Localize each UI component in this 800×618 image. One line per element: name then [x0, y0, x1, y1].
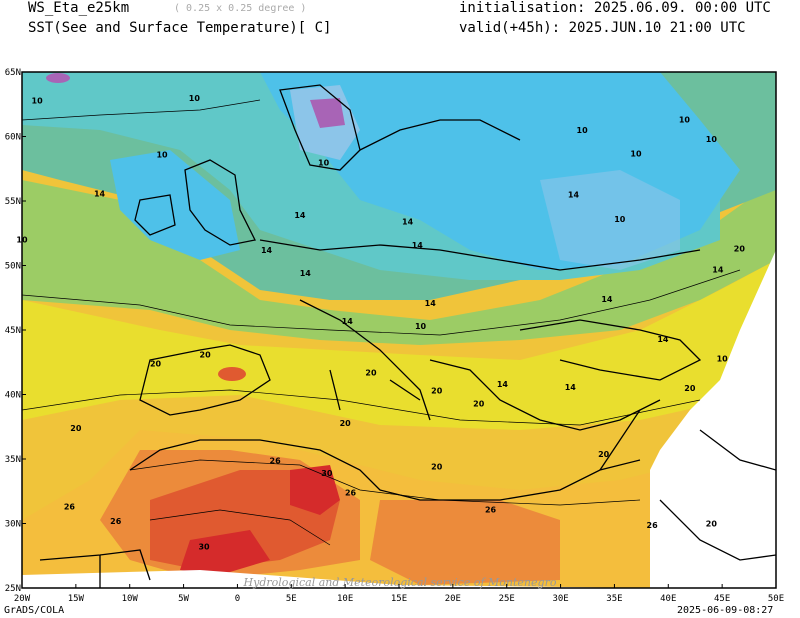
lon-label: 35E [606, 594, 622, 604]
contour-label: 10 [16, 236, 28, 245]
contour-label: 14 [565, 383, 577, 392]
contour-label: 14 [94, 189, 106, 198]
contour-label: 14 [300, 269, 312, 278]
lon-label: 0 [235, 594, 240, 604]
contour-label: 20 [431, 463, 443, 472]
contour-label: 26 [485, 505, 497, 514]
lon-label: 45E [714, 594, 730, 604]
contour-label: 10 [189, 94, 201, 103]
contour-label: 10 [630, 149, 642, 158]
contour-label: 10 [156, 151, 168, 160]
contour-label: 10 [679, 116, 691, 125]
coastlines [39, 84, 776, 588]
lat-label: 60N [5, 133, 21, 143]
contour-label: 10 [706, 135, 718, 144]
valid-time: valid(+45h): 2025.JUN.10 21:00 UTC [459, 20, 746, 36]
contour-label: 14 [294, 211, 306, 220]
contour-labels: 10 10 10 10 10 10 10 10 10 10 10 10 14 14 14 14 14 14 14 14… [16, 94, 746, 552]
contour-label: 20 [706, 520, 718, 529]
lat-label: 50N [5, 262, 21, 272]
contour-label: 26 [64, 503, 76, 512]
contour-label: 20 [431, 387, 443, 396]
lon-label: 10E [337, 594, 353, 604]
lon-label: 50E [768, 594, 784, 604]
contour-label: 10 [32, 96, 44, 105]
lat-label: 40N [5, 391, 21, 401]
lon-label: 10W [122, 594, 139, 604]
contour-label: 10 [577, 126, 589, 135]
contour-label: 26 [647, 521, 659, 530]
watermark-text: Hydrological and Meteorological service … [243, 576, 557, 589]
longitude-labels: 20W 15W 10W 5W 0 5E 10E 15E 20E 25E 30E 35E 40E 45E 50… [14, 584, 784, 604]
lon-label: 30E [552, 594, 568, 604]
isolines [22, 99, 741, 546]
contour-label: 20 [340, 419, 352, 428]
contour-label: 20 [70, 424, 82, 433]
lat-label: 25N [5, 584, 21, 594]
contour-label: 20 [365, 369, 377, 378]
contour-label: 26 [270, 456, 282, 465]
lon-label: 15E [391, 594, 407, 604]
contour-label: 14 [568, 191, 580, 200]
contour-label: 20 [150, 360, 162, 369]
lon-label: 15W [68, 594, 85, 604]
latitude-labels: 65N 60N 55N 50N 45N 40N 35N 30N 25N [5, 68, 26, 594]
lon-label: 20W [14, 594, 31, 604]
lat-label: 45N [5, 326, 21, 336]
lat-label: 55N [5, 197, 21, 207]
lon-label: 20E [445, 594, 461, 604]
contour-label: 14 [402, 218, 414, 227]
contour-label: 14 [342, 317, 354, 326]
lon-label: 25E [499, 594, 515, 604]
contour-label: 14 [412, 241, 424, 250]
contour-label: 20 [200, 351, 212, 360]
contour-label: 10 [614, 215, 626, 224]
lat-label: 30N [5, 520, 21, 530]
contour-label: 14 [712, 265, 724, 274]
contour-label: 20 [734, 245, 746, 254]
lon-label: 40E [660, 594, 676, 604]
contour-label: 30 [321, 469, 333, 478]
lat-label: 35N [5, 455, 21, 465]
lon-label: 5W [178, 594, 189, 604]
lon-label: 5E [286, 594, 297, 604]
contour-label: 14 [425, 299, 437, 308]
init-time: initialisation: 2025.06.09. 00:00 UTC [459, 0, 771, 16]
contour-label: 14 [601, 295, 613, 304]
contour-label: 20 [684, 384, 696, 393]
model-name: WS_Eta_e25km [28, 0, 130, 16]
lat-label: 65N [5, 68, 21, 78]
contour-label: 26 [110, 517, 122, 526]
sst-field [22, 72, 776, 588]
variable-title: SST(See and Surface Temperature)[ C] [28, 20, 332, 36]
footer-timestamp: 2025-06-09-08:27 [677, 605, 774, 616]
footer-software: GrADS/COLA [4, 605, 65, 616]
contour-label: 10 [415, 322, 427, 331]
contour-label: 10 [717, 354, 729, 363]
contour-label: 10 [318, 158, 330, 167]
contour-label: 26 [345, 489, 357, 498]
contour-label: 30 [198, 543, 210, 552]
contour-label: 20 [598, 450, 610, 459]
contour-label: 14 [261, 246, 273, 255]
contour-label: 14 [497, 380, 509, 389]
contour-label: 14 [657, 335, 669, 344]
contour-label: 20 [473, 400, 485, 409]
resolution-note: ( 0.25 x 0.25 degree ) [174, 3, 307, 14]
